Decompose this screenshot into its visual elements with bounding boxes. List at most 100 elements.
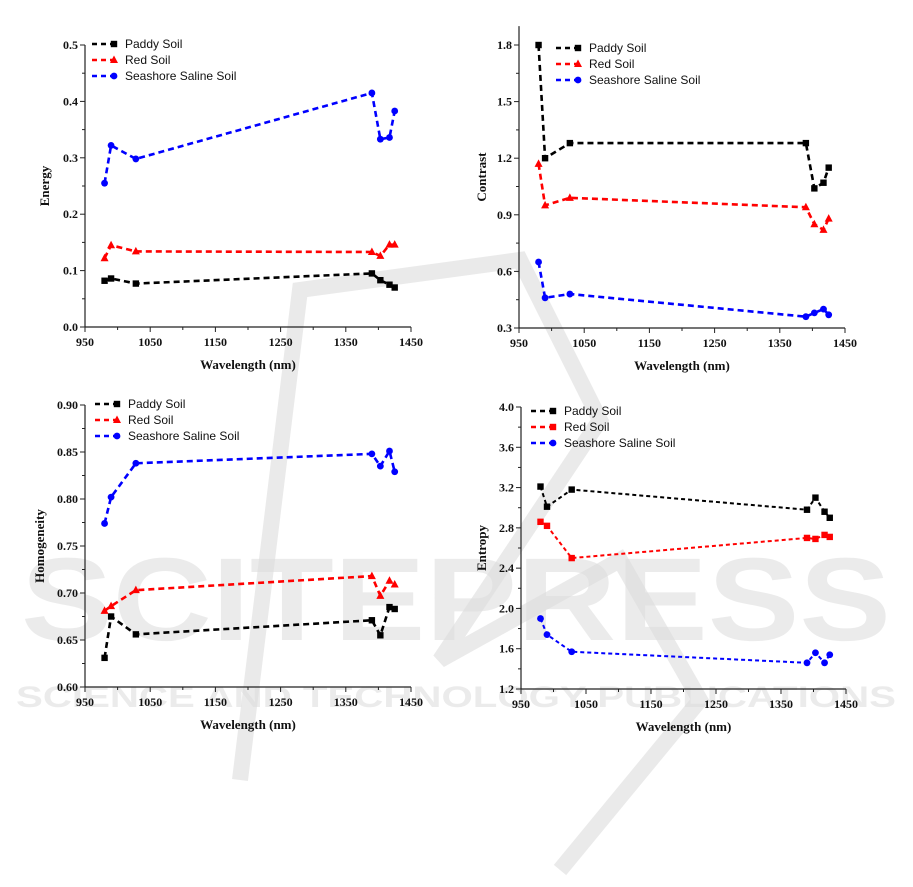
data-point [386,281,393,288]
data-point [101,654,108,662]
x-tick-label: 1050 [138,695,162,709]
series-seashore-saline-soil [101,89,399,187]
data-point [107,141,115,149]
x-tick-label: 950 [510,336,528,350]
y-tick-label: 0.75 [57,539,78,553]
series-seashore-saline-soil [537,615,834,667]
data-point [810,219,819,228]
legend-label: Red Soil [128,413,173,427]
data-point [812,649,819,657]
legend-swatch-marker [110,55,118,63]
legend-swatch-marker [549,407,557,415]
legend-label: Paddy Soil [128,397,185,411]
series-line [103,243,395,259]
legend-swatch-marker [113,400,121,408]
charts-container: 950 1050 1150 1250 1350 1450 0.0 0.1 0.2 0.3 0.4 0.… [32,26,858,734]
y-tick-label: 1.6 [499,642,514,656]
data-point [535,258,542,266]
data-point [825,164,832,171]
x-tick-label: 1250 [269,695,293,709]
data-point [821,659,828,667]
data-point [826,533,833,541]
x-axis-title: Wavelength (nm) [200,717,296,732]
data-point [566,139,574,147]
data-point [568,554,575,562]
data-point [390,240,399,248]
series-line [103,91,396,184]
y-axis-title: Entropy [474,525,489,571]
series-line [537,163,830,232]
y-tick-label: 0.65 [57,633,78,647]
x-tick-label: 950 [76,335,94,349]
y-tick-label: 0.4 [63,94,78,108]
data-point [107,275,115,282]
chart-energy: 950 1050 1150 1250 1350 1450 0.0 0.1 0.2 0.3 0.4 0.… [37,37,423,372]
x-tick-label: 1450 [399,335,423,349]
data-point [132,155,140,163]
y-tick-label: 3.2 [499,481,514,495]
y-tick-label: 0.5 [63,38,78,52]
legend-item: Paddy Soil [556,41,646,55]
data-point [100,606,109,614]
data-point [543,503,551,510]
data-point [826,651,834,659]
data-point [377,276,384,284]
data-point [131,246,140,255]
data-point [132,459,140,467]
data-point [377,632,384,639]
series-paddy-soil [535,41,832,192]
legend-swatch-marker [574,59,582,67]
data-point [802,139,810,147]
data-point [810,309,818,317]
legend-swatch-marker [549,439,557,447]
data-point [824,214,833,222]
y-tick-label: 0.6 [497,264,512,278]
data-point [820,179,827,186]
data-point [802,313,810,321]
legend-label: Red Soil [125,53,170,67]
y-tick-label: 0.9 [497,208,512,222]
data-point [385,576,394,584]
legend-item: Red Soil [531,420,609,434]
legend-label: Paddy Soil [589,41,646,55]
x-tick-label: 1450 [833,336,857,350]
legend-item: Paddy Soil [95,397,185,411]
series-seashore-saline-soil [101,447,399,527]
x-tick-label: 1150 [204,695,227,709]
legend-label: Seashore Saline Soil [589,73,700,87]
x-tick-label: 950 [512,697,530,711]
watermark-main-text: SCITEPRESS [21,534,891,666]
data-point [543,631,551,639]
data-point [801,202,810,211]
y-axis-title: Contrast [474,152,489,202]
x-tick-label: 1250 [704,697,728,711]
data-point [803,659,811,667]
x-axis-title: Wavelength (nm) [200,357,296,372]
data-point [819,225,828,233]
series-paddy-soil [537,483,833,521]
data-point [368,270,376,277]
data-point [537,518,544,526]
data-point [537,615,544,622]
series-red-soil [537,518,833,562]
legend-swatch-marker [113,415,121,423]
data-point [568,486,575,493]
data-point [811,185,818,192]
data-point [368,89,376,97]
legend-label: Seashore Saline Soil [125,69,236,83]
y-tick-label: 0.2 [63,207,78,221]
legend-item: Red Soil [556,57,634,71]
data-point [812,535,819,543]
data-point [391,468,399,476]
x-tick-label: 1450 [399,695,423,709]
y-tick-label: 2.8 [499,521,514,535]
series-red-soil [100,240,399,262]
data-point [107,613,115,620]
data-point [821,531,828,539]
y-tick-label: 0.60 [57,680,78,694]
data-point [541,200,550,209]
legend-label: Seashore Saline Soil [128,429,239,443]
legend-label: Red Soil [564,420,609,434]
data-point [566,290,574,298]
data-point [820,305,827,313]
